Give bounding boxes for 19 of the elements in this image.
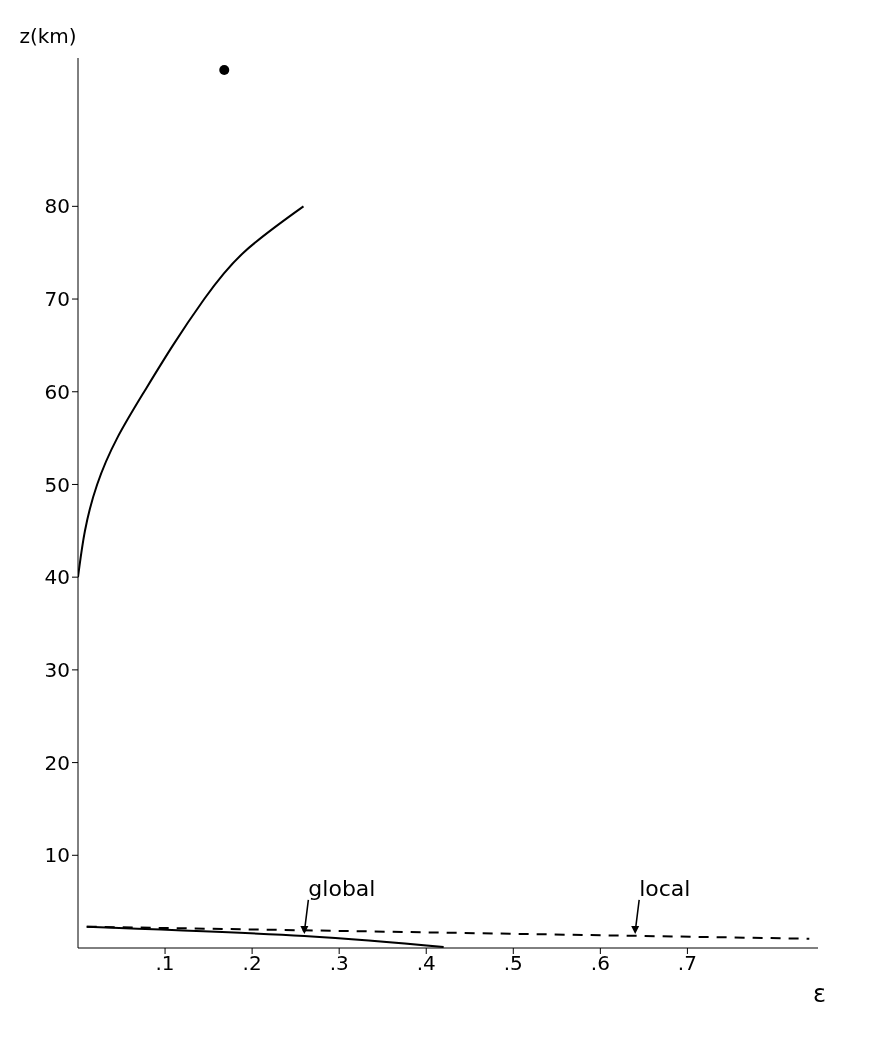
y-tick-label: 70 (44, 287, 70, 312)
x-tick-label: .7 (677, 951, 697, 976)
x-tick-label: .1 (155, 951, 175, 976)
annotation: global (308, 875, 376, 901)
y-tick-label: 80 (44, 194, 70, 219)
y-tick-label: 40 (44, 565, 70, 590)
y-tick-label: 60 (44, 379, 70, 404)
y-tick-label: 10 (44, 843, 70, 868)
x-tick-label: .6 (590, 951, 610, 976)
y-tick-label: 20 (44, 750, 70, 775)
x-tick-label: .5 (503, 951, 523, 976)
x-axis-title: ε (813, 979, 826, 1008)
y-tick-label: 30 (44, 657, 70, 682)
x-tick-label: .4 (416, 951, 436, 976)
y-tick-label: 50 (44, 472, 70, 497)
y-axis-title: z(km) (19, 24, 77, 48)
x-tick-label: .2 (242, 951, 262, 976)
x-tick-label: .3 (329, 951, 349, 976)
annotation: local (639, 875, 691, 901)
